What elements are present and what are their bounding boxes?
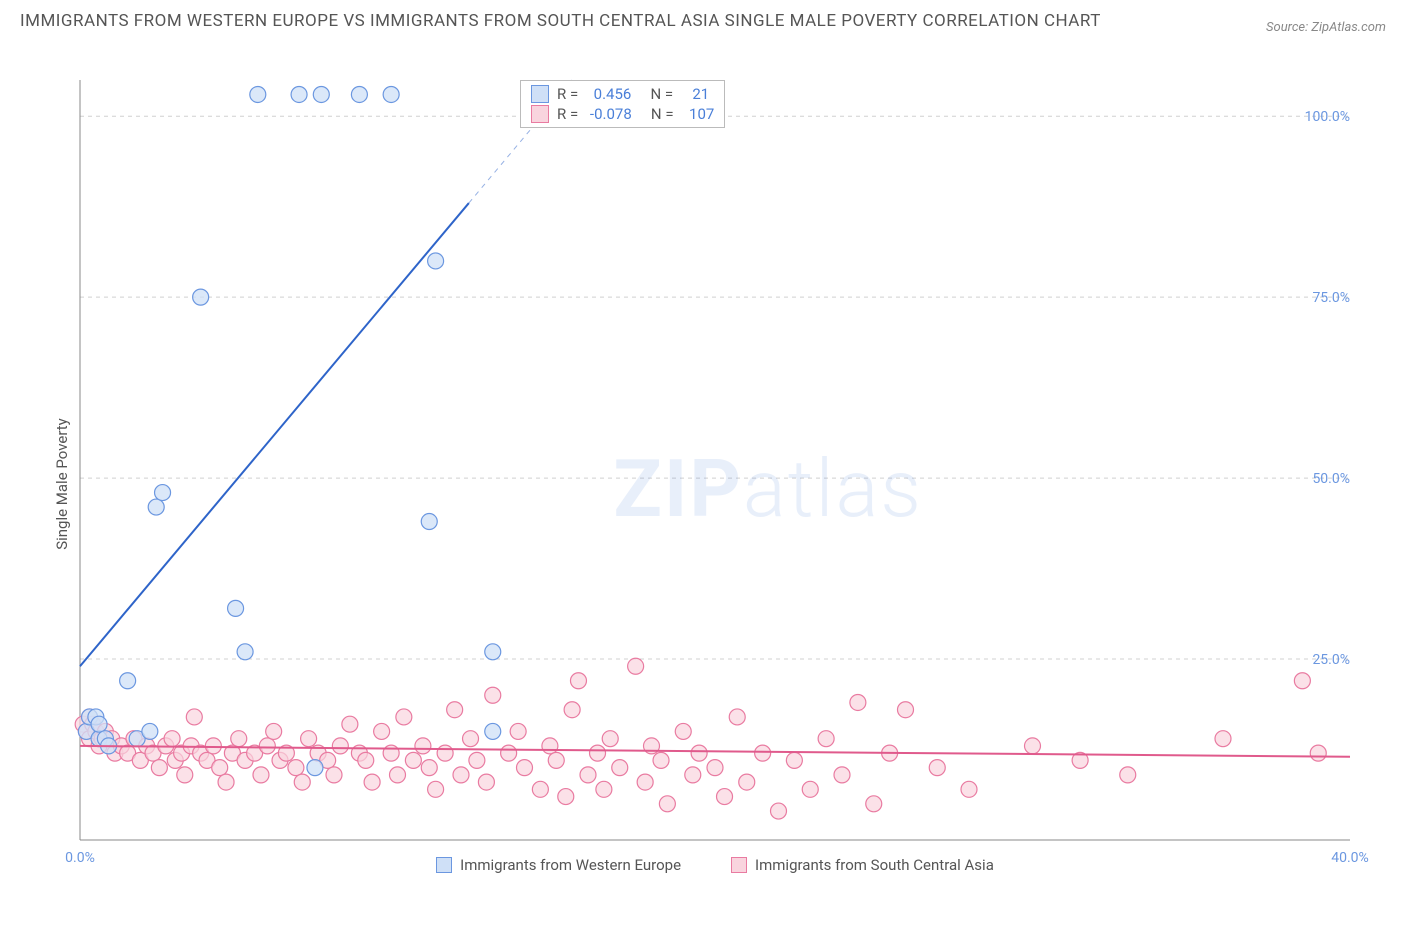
legend-swatch <box>531 85 549 103</box>
scatter-chart: 25.0%50.0%75.0%100.0%0.0%40.0% <box>50 70 1380 880</box>
legend-label: Immigrants from South Central Asia <box>755 856 994 874</box>
plot-area: Single Male Poverty 25.0% 50.0% 75.0% 100.0… <box>50 70 1380 880</box>
legend-item: Immigrants from South Central Asia <box>731 856 994 874</box>
svg-text:100.0%: 100.0% <box>1305 109 1350 125</box>
svg-text:50.0%: 50.0% <box>1312 471 1350 487</box>
svg-text:25.0%: 25.0% <box>1312 652 1350 668</box>
stats-legend-box: R = 0.456 N = 21 R = -0.078 N = 107 <box>520 80 725 128</box>
svg-text:75.0%: 75.0% <box>1312 290 1350 306</box>
legend-swatch <box>531 105 549 123</box>
source-label: Source: ZipAtlas.com <box>1266 20 1386 35</box>
legend-item: Immigrants from Western Europe <box>436 856 681 874</box>
stats-row: R = -0.078 N = 107 <box>531 105 714 123</box>
legend-swatch <box>436 857 452 873</box>
chart-title: IMMIGRANTS FROM WESTERN EUROPE VS IMMIGR… <box>20 8 1101 35</box>
legend-swatch <box>731 857 747 873</box>
bottom-legend: Immigrants from Western Europe Immigrants… <box>50 850 1380 880</box>
stats-row: R = 0.456 N = 21 <box>531 85 714 103</box>
legend-label: Immigrants from Western Europe <box>460 856 681 874</box>
y-axis-label: Single Male Poverty <box>53 418 71 550</box>
